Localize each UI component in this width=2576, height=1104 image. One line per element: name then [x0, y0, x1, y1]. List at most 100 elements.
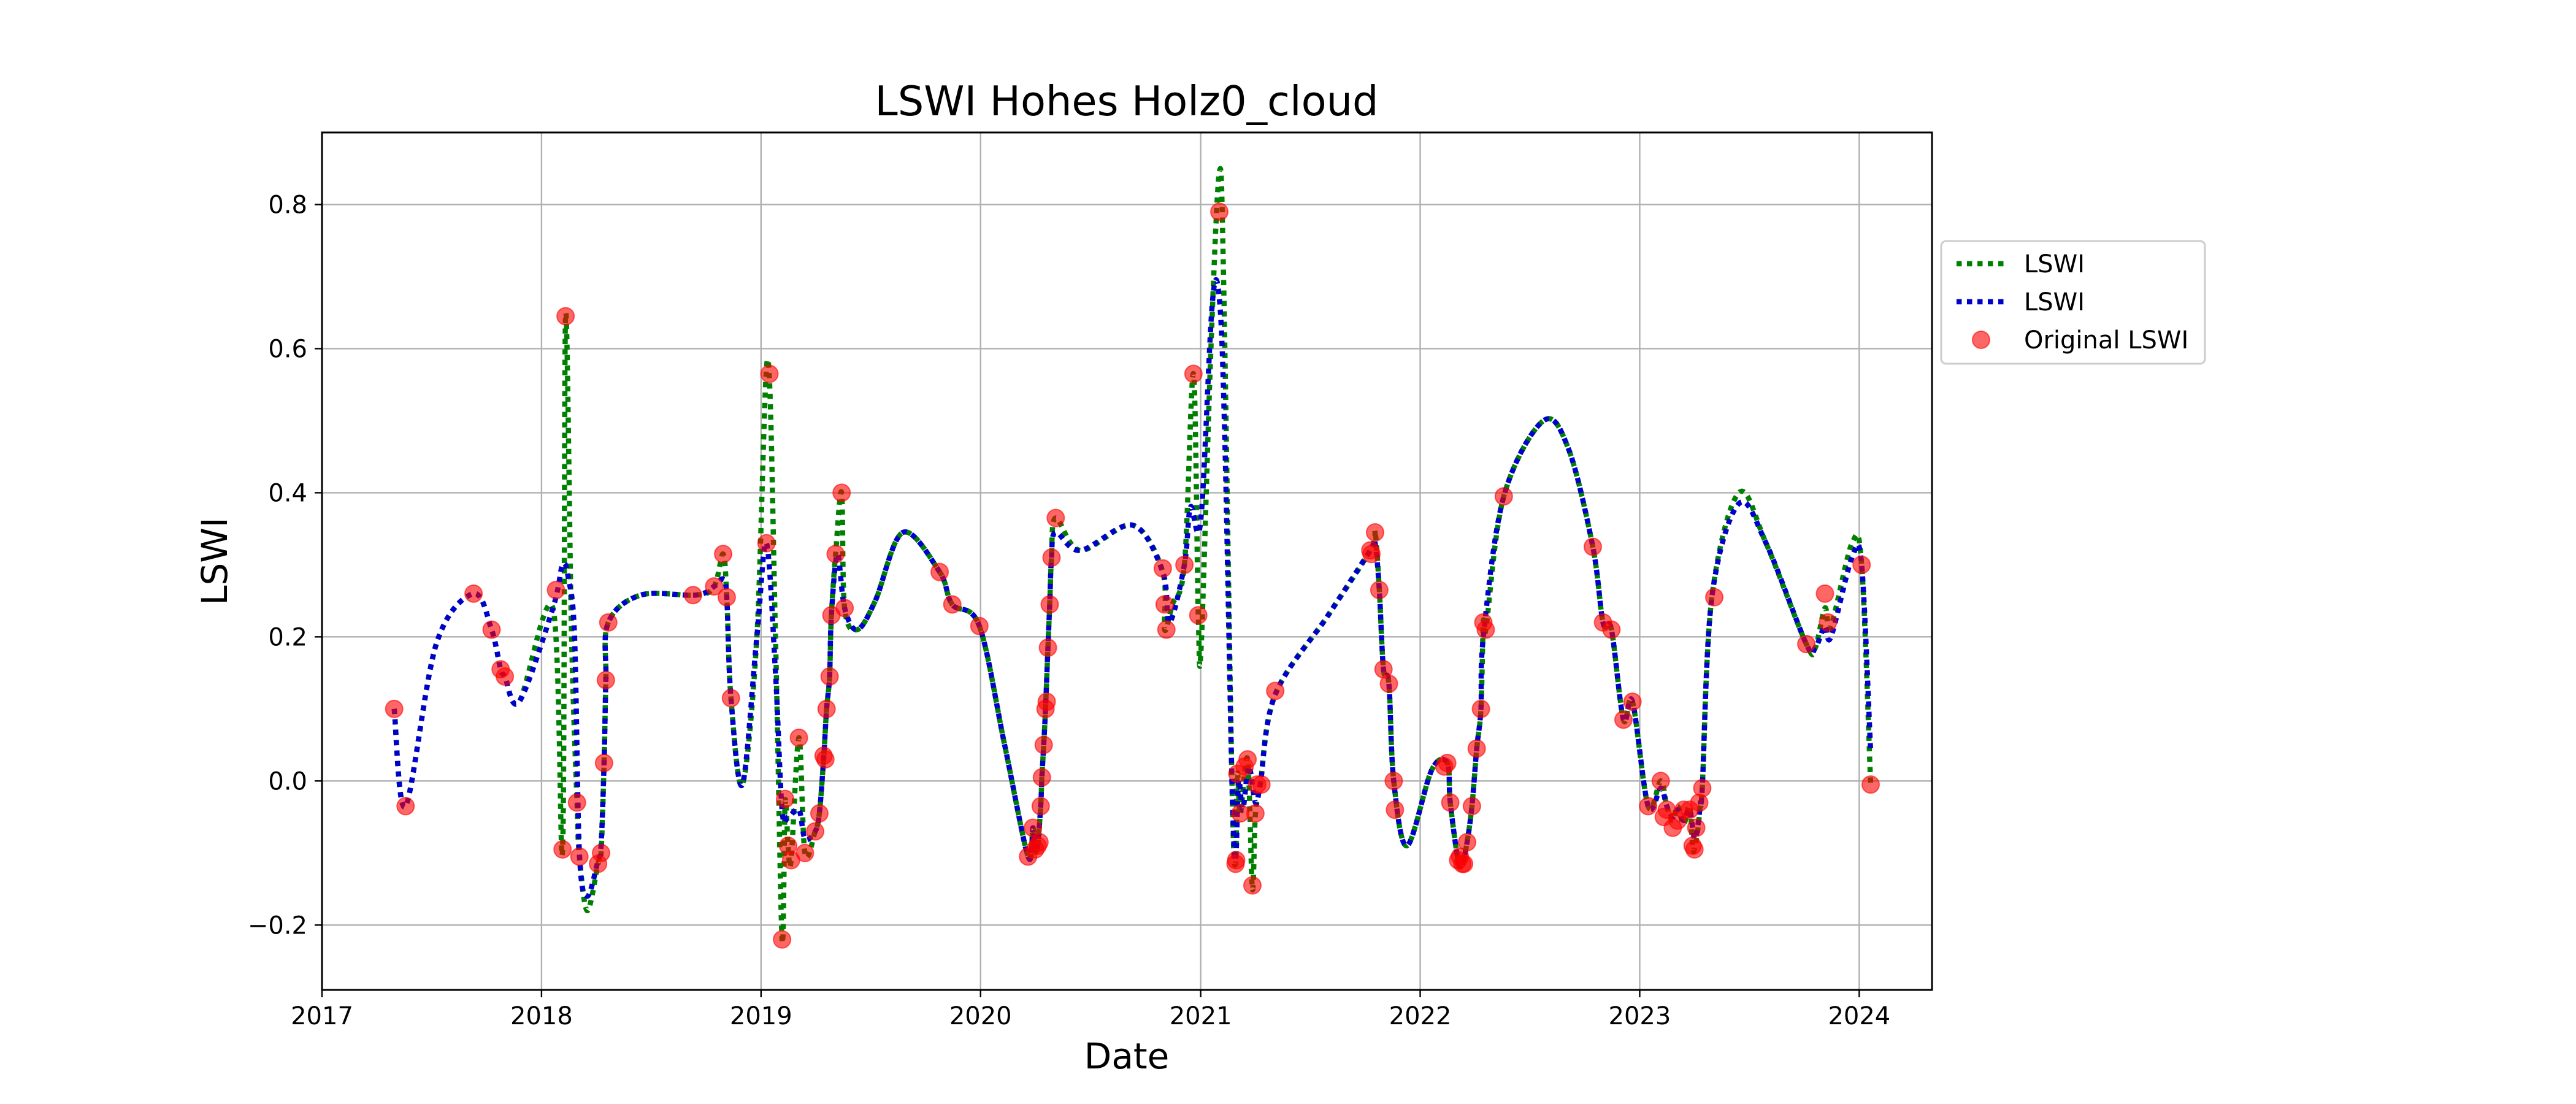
original-lswi-point — [1184, 364, 1203, 383]
original-lswi-point — [1155, 595, 1174, 614]
legend-label-lswi-blue: LSWI — [2024, 288, 2085, 316]
y-tick-label: −0.2 — [248, 911, 307, 940]
original-lswi-point — [570, 847, 589, 866]
original-lswi-point — [1687, 818, 1706, 837]
original-lswi-point — [1861, 775, 1880, 794]
original-lswi-point — [826, 545, 845, 564]
legend: LSWI LSWI Original LSWI — [1940, 240, 2206, 365]
x-tick-label: 2019 — [730, 1002, 792, 1030]
original-lswi-point — [795, 843, 815, 862]
x-tick-label: 2018 — [510, 1002, 573, 1030]
original-lswi-point — [760, 364, 779, 383]
plot-series-layer — [385, 166, 1880, 949]
original-lswi-point — [1494, 487, 1513, 506]
original-lswi-point — [1693, 779, 1712, 798]
legend-label-original-lswi: Original LSWI — [2024, 326, 2188, 355]
original-lswi-point — [806, 822, 825, 841]
original-lswi-point — [970, 616, 989, 635]
original-lswi-point — [1797, 635, 1816, 654]
original-lswi-point — [930, 562, 949, 581]
original-lswi-point — [385, 699, 404, 718]
original-lswi-point — [717, 588, 736, 607]
original-lswi-point — [496, 667, 515, 686]
original-lswi-point — [789, 728, 808, 747]
original-lswi-point — [1227, 851, 1246, 870]
x-tick-label: 2023 — [1609, 1002, 1671, 1030]
chart-title: LSWI Hohes Holz0_cloud — [875, 77, 1378, 125]
original-lswi-point — [1819, 613, 1838, 632]
original-lswi-point — [464, 584, 483, 603]
original-lswi-point — [556, 307, 575, 326]
original-lswi-point — [721, 689, 740, 708]
original-lswi-point — [1467, 739, 1486, 758]
x-tick-label: 2024 — [1828, 1002, 1890, 1030]
original-lswi-point — [1038, 638, 1057, 657]
original-lswi-point — [1458, 833, 1477, 852]
legend-label-lswi-green: LSWI — [2024, 250, 2085, 278]
original-lswi-point — [599, 613, 618, 632]
original-lswi-point — [1157, 620, 1176, 639]
original-lswi-point — [832, 483, 851, 502]
original-lswi-point — [1384, 772, 1403, 791]
original-lswi-point — [705, 577, 724, 596]
original-lswi-point — [1030, 833, 1049, 852]
original-lswi-point — [1266, 681, 1285, 700]
original-lswi-point — [1238, 750, 1257, 769]
y-axis-title: LSWI — [194, 517, 236, 605]
original-lswi-point — [1031, 797, 1050, 816]
y-tick-label: 0.2 — [268, 623, 307, 651]
original-lswi-point — [1471, 699, 1490, 718]
original-lswi-point — [817, 699, 836, 718]
original-lswi-point — [591, 843, 610, 862]
original-lswi-point — [482, 620, 501, 639]
x-tick-label: 2021 — [1170, 1002, 1232, 1030]
original-lswi-point — [596, 670, 615, 689]
y-tick-label: 0.6 — [268, 335, 307, 363]
original-lswi-point — [943, 595, 962, 614]
original-lswi-point — [1602, 620, 1621, 639]
original-lswi-point — [1189, 606, 1208, 625]
y-tick-label: 0.8 — [268, 191, 307, 219]
original-lswi-point — [816, 750, 835, 769]
original-lswi-point — [1252, 775, 1271, 794]
original-lswi-point — [1623, 692, 1642, 711]
legend-swatch-original-lswi — [1972, 331, 1990, 349]
original-lswi-point — [594, 753, 613, 772]
x-axis: 2017 2018 2019 2020 2021 2022 2023 2024 — [291, 990, 1890, 1030]
original-lswi-point — [1046, 508, 1065, 527]
x-axis-title: Date — [1084, 1035, 1170, 1077]
x-tick-label: 2022 — [1389, 1002, 1452, 1030]
original-lswi-point — [567, 793, 586, 812]
original-lswi-point — [1476, 620, 1495, 639]
original-lswi-point — [1040, 595, 1059, 614]
original-lswi-point — [1246, 804, 1265, 823]
original-lswi-point — [835, 599, 854, 618]
original-lswi-point — [1438, 753, 1457, 772]
original-lswi-point — [1379, 674, 1398, 693]
original-lswi-point — [776, 789, 795, 808]
original-lswi-point — [1852, 555, 1871, 574]
original-lswi-point — [1386, 800, 1405, 819]
original-lswi-point — [396, 797, 415, 816]
original-lswi-point — [1034, 735, 1053, 754]
original-lswi-point — [714, 545, 733, 564]
original-lswi-point — [1462, 797, 1481, 816]
original-lswi-point — [1365, 523, 1384, 542]
original-lswi-point — [1705, 588, 1724, 607]
original-lswi-point — [1370, 580, 1389, 599]
y-tick-label: 0.0 — [268, 767, 307, 795]
original-lswi-point — [1362, 545, 1381, 564]
original-lswi-point — [1175, 555, 1194, 574]
original-lswi-point — [1243, 876, 1262, 895]
original-lswi-point — [1685, 840, 1704, 859]
original-lswi-point — [773, 930, 792, 949]
original-lswi-point — [553, 840, 572, 859]
original-lswi-point — [1651, 772, 1670, 791]
original-lswi-point — [1614, 710, 1633, 729]
original-lswi-point — [820, 667, 839, 686]
y-axis: −0.2 0.0 0.2 0.4 0.6 0.8 — [248, 191, 322, 940]
original-lswi-point — [1441, 793, 1460, 812]
original-lswi-point — [1815, 584, 1834, 603]
